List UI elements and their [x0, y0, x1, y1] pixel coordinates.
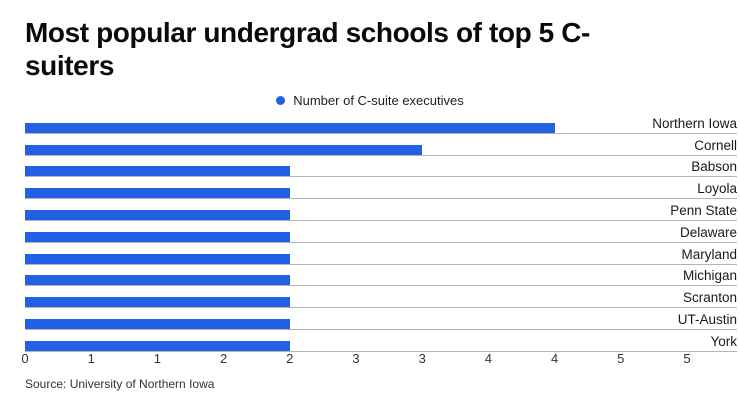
chart-title-line1: Most popular undergrad schools of top 5 … [25, 17, 590, 48]
bar-row: Cornell [25, 134, 737, 156]
bar-row: Scranton [25, 286, 737, 309]
bar-babson [25, 166, 290, 177]
category-label: Scranton [682, 290, 737, 306]
x-tick-label: 4 [484, 351, 493, 366]
x-tick-label: 1 [87, 351, 95, 366]
x-tick-label: 0 [21, 351, 29, 366]
chart-title-line2: suiters [25, 50, 115, 81]
bar-northern-iowa [25, 122, 555, 133]
legend: Number of C-suite executives [0, 92, 740, 108]
category-label: UT-Austin [677, 311, 737, 327]
bar-row: Babson [25, 156, 737, 178]
bar-row: Northern Iowa [25, 112, 737, 134]
bar-row: Maryland [25, 243, 737, 265]
x-tick-label: 2 [219, 351, 228, 366]
bar-row: Penn State [25, 199, 737, 221]
bar-row: Michigan [25, 265, 737, 287]
category-label: Loyola [697, 181, 737, 197]
x-tick-label: 4 [550, 351, 559, 366]
bar-michigan [25, 275, 290, 286]
bar-york [25, 340, 290, 351]
x-tick-label: 2 [286, 351, 294, 366]
category-label: Michigan [682, 268, 737, 284]
bar-row: Loyola [25, 177, 737, 200]
category-label: Maryland [681, 246, 737, 262]
legend-label: Number of C-suite executives [293, 92, 464, 108]
x-tick-label: 1 [153, 351, 162, 366]
category-label: Delaware [679, 224, 737, 240]
bar-row: UT-Austin [25, 308, 737, 330]
x-axis: 0 1 1 2 2 3 3 4 4 5 5 [21, 351, 737, 367]
bar-row: Delaware [25, 221, 737, 243]
x-tick-label: 3 [418, 351, 426, 366]
x-tick-label: 5 [683, 351, 691, 366]
category-label: York [710, 333, 737, 349]
bar-delaware [25, 231, 290, 242]
bar-cornell [25, 144, 423, 155]
category-label: Cornell [694, 137, 737, 153]
x-tick-label: 3 [352, 351, 360, 366]
bar-rows: Northern Iowa Cornell Babson Loyola Penn Sta… [25, 112, 737, 352]
category-label: Northern Iowa [652, 115, 737, 131]
chart-title: Most popular undergrad schools of top 5 … [25, 16, 733, 82]
legend-marker-icon [276, 95, 286, 105]
category-label: Babson [691, 159, 737, 175]
x-tick-label: 5 [617, 351, 625, 366]
bar-maryland [25, 253, 290, 264]
bar-loyola [25, 188, 290, 199]
bar-ut-austin [25, 318, 290, 329]
category-label: Penn State [670, 202, 737, 218]
bar-penn-state [25, 209, 290, 220]
source-note: Source: University of Northern Iowa [25, 377, 215, 391]
bar-row: York [25, 330, 737, 352]
bar-scranton [25, 297, 290, 308]
